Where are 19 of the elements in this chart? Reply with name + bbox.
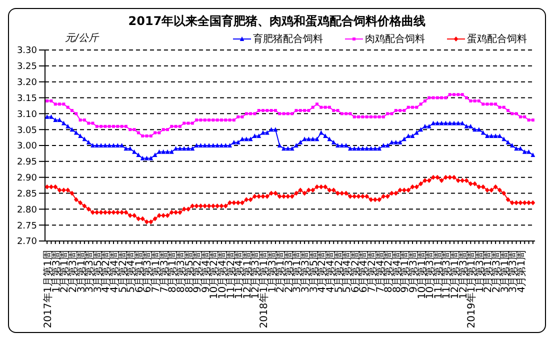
- chart-title: 2017年以来全国育肥猪、肉鸡和蛋鸡配合饲料价格曲线: [127, 13, 427, 30]
- y-tick-label: 2.95: [16, 158, 37, 168]
- x-tick-label: 4月第1周: [515, 250, 528, 293]
- y-tick-label: 3.10: [16, 110, 38, 120]
- y-tick-label: 3.00: [16, 142, 38, 152]
- y-tick-label: 2.80: [16, 205, 38, 216]
- y-tick-label: 3.15: [16, 94, 37, 104]
- y-tick-label: 2.70: [16, 237, 38, 248]
- legend-label: 蛋鸡配合饲料: [467, 32, 527, 46]
- y-axis-title: 元/公斤: [65, 32, 98, 45]
- legend-label: 育肥猪配合饲料: [253, 32, 323, 46]
- y-tick-label: 3.05: [16, 126, 37, 136]
- y-tick-label: 3.25: [16, 62, 37, 72]
- y-tick-label: 2.85: [16, 189, 37, 200]
- y-tick-label: 3.30: [16, 46, 38, 56]
- y-tick-label: 2.90: [16, 174, 38, 184]
- y-tick-label: 2.75: [16, 221, 37, 232]
- y-tick-label: 3.20: [16, 78, 38, 88]
- legend-label: 肉鸡配合饲料: [365, 32, 425, 46]
